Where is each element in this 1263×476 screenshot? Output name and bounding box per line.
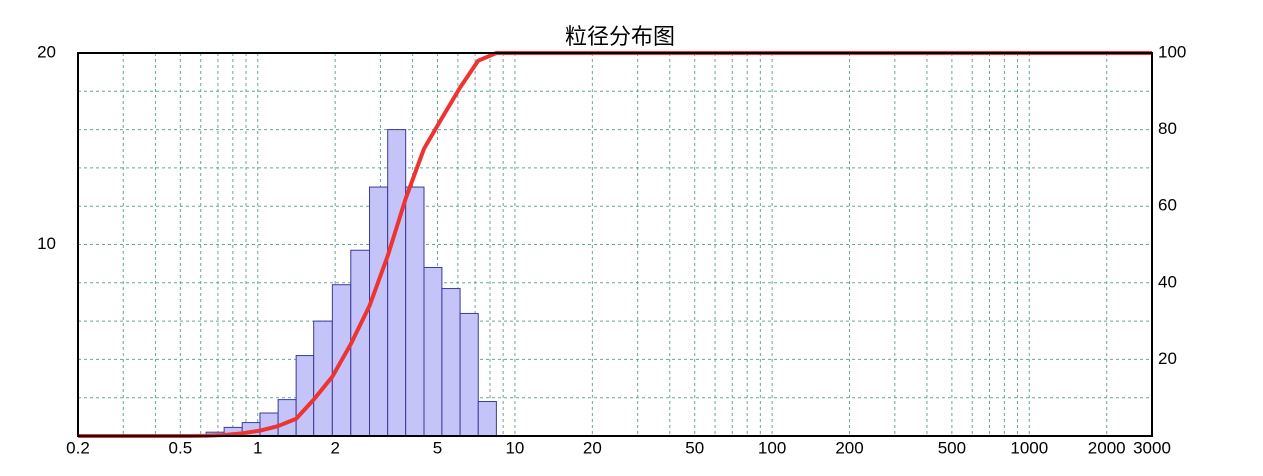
histogram-bar [259, 412, 279, 437]
y2-tick-label: 40 [1158, 272, 1177, 291]
y2-tick-label: 60 [1158, 196, 1177, 215]
histogram-bar [369, 186, 389, 437]
x-tick-label: 500 [938, 438, 966, 457]
x-tick-label: 100 [758, 438, 786, 457]
y2-tick-label: 80 [1158, 119, 1177, 138]
cumulative-line [78, 51, 1152, 438]
chart-title: 粒径分布图 [565, 24, 675, 49]
x-tick-label: 2 [330, 438, 339, 457]
histogram-bar [423, 266, 443, 437]
histogram-bar [441, 288, 461, 437]
histogram-bar [459, 312, 479, 437]
y2-tick-label: 20 [1158, 349, 1177, 368]
histogram-bar [295, 355, 315, 437]
y-tick-label: 10 [37, 234, 56, 253]
y-tick-label: 20 [37, 42, 56, 61]
x-tick-label: 3000 [1133, 438, 1171, 457]
histogram-bar [405, 186, 425, 437]
x-tick-label: 0.5 [169, 438, 193, 457]
x-tick-label: 200 [835, 438, 863, 457]
x-tick-label: 50 [685, 438, 704, 457]
y2-tick-label: 100 [1158, 42, 1186, 61]
x-tick-label: 0.2 [66, 438, 90, 457]
x-tick-label: 10 [505, 438, 524, 457]
histogram-bar [350, 249, 371, 437]
histogram-bar [387, 129, 407, 437]
histogram-bar [477, 401, 497, 437]
x-tick-label: 2000 [1088, 438, 1126, 457]
x-tick-label: 1000 [1010, 438, 1048, 457]
x-tick-label: 5 [433, 438, 442, 457]
plot-frame [77, 52, 1153, 437]
x-tick-label: 1 [253, 438, 262, 457]
x-tick-label: 20 [583, 438, 602, 457]
